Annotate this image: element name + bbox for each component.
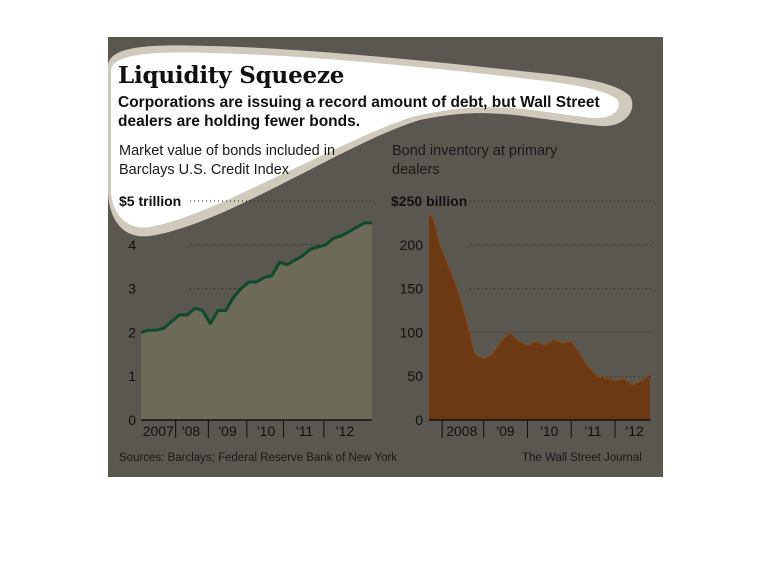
- right-chart-data-point: [518, 340, 520, 342]
- right-chart-data-point: [605, 377, 607, 379]
- left-chart-data-point: [348, 231, 350, 233]
- left-chart-x-tick-label: '09: [219, 423, 237, 439]
- right-chart-data-point: [579, 353, 581, 355]
- right-chart-data-point: [535, 340, 537, 342]
- right-chart-data-point: [623, 378, 625, 380]
- left-chart-y-tick-label: 2: [128, 324, 136, 340]
- left-chart-data-point: [363, 222, 365, 224]
- right-chart-data-point: [509, 331, 511, 333]
- right-chart-data-point: [614, 380, 616, 382]
- right-chart-data-point: [448, 266, 450, 268]
- right-chart-x-tick-label: '11: [584, 423, 601, 439]
- left-chart-data-point: [217, 309, 219, 312]
- highlight-blob: [107, 45, 633, 237]
- right-chart-y-tick-label: 100: [400, 324, 424, 340]
- left-chart-area: [141, 222, 372, 420]
- left-chart-data-point: [232, 296, 234, 298]
- left-chart-data-point: [209, 323, 211, 325]
- left-chart: $5 trillion 4 3 2 1 0 2007 '08 '09 '10 '11 '12: [119, 193, 374, 439]
- publisher-credit: The Wall Street Journal: [522, 452, 642, 464]
- right-chart-unit-label: $250 billion: [391, 193, 467, 209]
- right-chart-data-point: [483, 358, 485, 360]
- right-chart-data-point: [500, 340, 502, 342]
- left-chart-data-point: [202, 309, 204, 312]
- left-chart-series-line: [140, 221, 372, 334]
- left-chart-title: Market value of bonds included in Barcla…: [119, 143, 336, 178]
- left-chart-data-point: [340, 235, 342, 237]
- left-chart-data-point: [140, 331, 142, 333]
- left-chart-data-point: [325, 244, 327, 246]
- left-chart-data-point: [332, 237, 335, 239]
- right-chart-data-point: [631, 384, 634, 386]
- right-chart-data-point: [588, 366, 590, 368]
- right-chart-data-point: [570, 340, 572, 342]
- left-chart-data-point: [213, 316, 215, 318]
- left-chart-data-point: [317, 246, 319, 248]
- right-chart-y-tick-label: 150: [400, 281, 424, 297]
- right-chart-data-point: [465, 318, 467, 320]
- right-chart-data-point: [553, 338, 555, 340]
- right-chart-data-point: [649, 373, 651, 375]
- left-chart-data-point: [302, 255, 304, 257]
- right-chart-x-tick-label: '10: [540, 423, 558, 439]
- right-chart: $250 billion 200 150 100 50 0 2008 '09 '10 '11 '12: [391, 193, 652, 439]
- right-chart-y-tick-label: 50: [407, 368, 423, 384]
- left-chart-y-tick-label: 3: [128, 281, 136, 297]
- right-chart-y-tick-label: 200: [400, 237, 424, 253]
- left-chart-data-point: [309, 248, 311, 250]
- left-chart-x-tick-label: 2007: [143, 423, 174, 439]
- right-chart-data-point: [439, 244, 441, 246]
- left-chart-data-point: [371, 222, 373, 224]
- right-chart-data-point: [456, 288, 458, 290]
- left-chart-data-point: [148, 329, 150, 331]
- left-chart-data-point: [279, 261, 281, 263]
- left-chart-unit-label: $5 trillion: [119, 193, 181, 209]
- left-chart-data-point: [294, 259, 296, 261]
- right-chart-data-point: [596, 375, 599, 377]
- chart-subtitle: Corporations are issuing a record amount…: [118, 94, 600, 130]
- left-chart-data-point: [194, 307, 196, 309]
- left-chart-x-tick-label: '12: [336, 423, 354, 439]
- left-chart-x-tick-label: '10: [257, 423, 275, 439]
- right-chart-data-point: [640, 380, 642, 382]
- left-chart-data-point: [163, 327, 165, 329]
- left-chart-y-tick-label: 1: [128, 368, 136, 384]
- left-chart-data-point: [186, 314, 188, 316]
- right-chart-title: Bond inventory at primary dealers: [392, 143, 558, 178]
- right-chart-data-point: [432, 217, 434, 220]
- left-chart-data-point: [286, 263, 288, 266]
- left-chart-data-point: [248, 281, 250, 283]
- left-chart-x-tick-label: '08: [182, 423, 200, 439]
- left-chart-y-tick-label: 0: [128, 412, 136, 428]
- right-chart-data-point: [561, 342, 564, 344]
- right-chart-data-point: [428, 213, 430, 215]
- left-chart-data-point: [240, 288, 242, 290]
- right-chart-data-point: [526, 344, 529, 347]
- right-chart-x-tick-label: '09: [496, 423, 514, 439]
- left-chart-data-point: [356, 226, 358, 228]
- sources-note: Sources: Barclays; Federal Reserve Bank …: [119, 452, 398, 464]
- right-chart-area: [429, 214, 650, 420]
- left-chart-y-tick-label: 4: [128, 237, 136, 253]
- chart-title: Liquidity Squeeze: [118, 62, 345, 89]
- left-chart-data-point: [255, 281, 258, 283]
- left-chart-data-point: [225, 309, 227, 312]
- left-chart-x-tick-label: '11: [296, 423, 313, 439]
- right-chart-x-tick-label: '12: [626, 423, 644, 439]
- left-chart-data-point: [171, 320, 173, 322]
- right-chart-data-point: [474, 353, 476, 355]
- left-chart-data-point: [271, 274, 273, 277]
- right-chart-data-point: [491, 353, 494, 355]
- right-chart-x-tick-label: 2008: [446, 423, 477, 439]
- left-chart-data-point: [155, 329, 157, 331]
- right-chart-y-tick-label: 0: [415, 412, 423, 428]
- left-chart-data-point: [263, 277, 265, 279]
- left-chart-data-point: [178, 314, 181, 316]
- right-chart-data-point: [544, 344, 546, 347]
